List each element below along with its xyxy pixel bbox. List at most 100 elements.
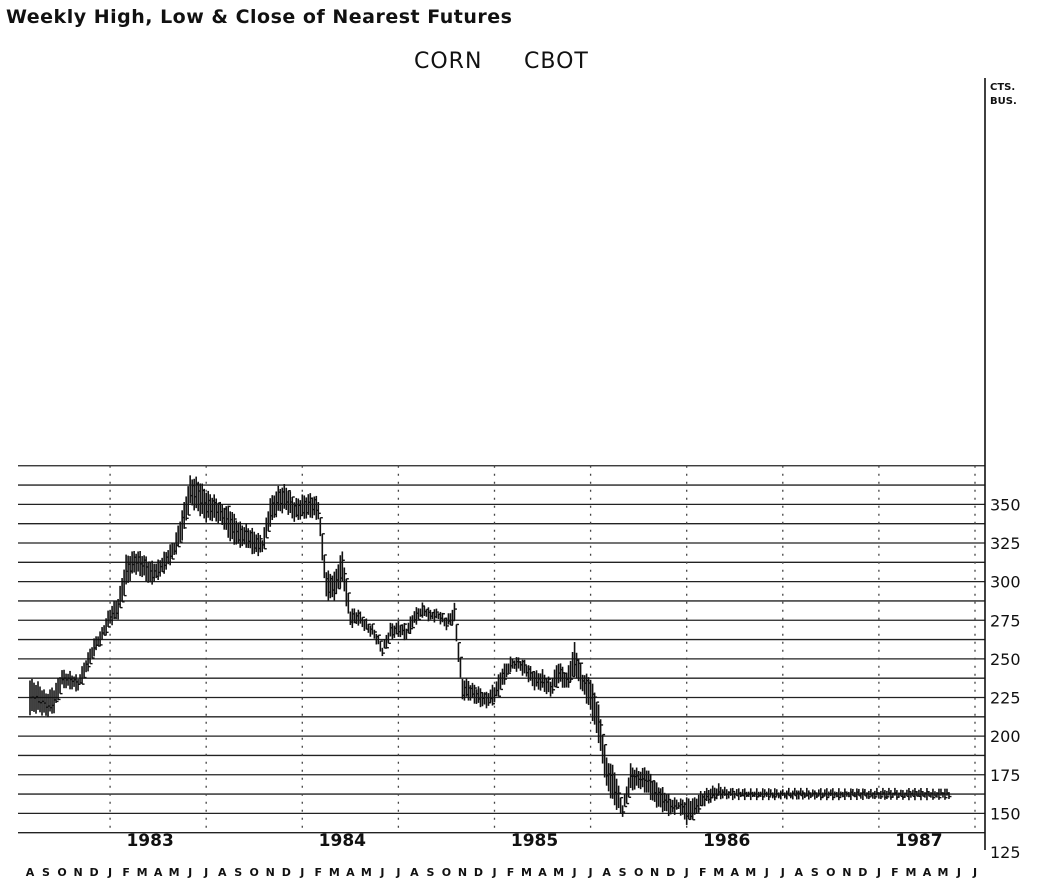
price-bar bbox=[507, 663, 512, 674]
month-label: J bbox=[588, 866, 593, 879]
price-bar bbox=[337, 564, 341, 590]
month-label: A bbox=[538, 866, 547, 879]
month-label: F bbox=[699, 866, 707, 879]
price-bar bbox=[603, 743, 608, 778]
month-label: O bbox=[57, 866, 66, 879]
price-bar bbox=[183, 501, 187, 529]
y-tick-label: 125 bbox=[990, 843, 1021, 862]
price-bar bbox=[459, 656, 463, 678]
month-label: M bbox=[905, 866, 916, 879]
month-label: J bbox=[684, 866, 689, 879]
price-bar bbox=[259, 534, 263, 553]
price-bar bbox=[379, 640, 383, 652]
price-bar bbox=[341, 551, 345, 582]
price-bar bbox=[874, 790, 878, 800]
month-label: A bbox=[154, 866, 163, 879]
month-label: J bbox=[780, 866, 785, 879]
price-bar bbox=[767, 788, 772, 801]
month-label: M bbox=[521, 866, 532, 879]
price-bar bbox=[291, 496, 295, 519]
price-bar bbox=[99, 631, 103, 647]
price-bar bbox=[503, 663, 508, 685]
y-tick-label: 350 bbox=[990, 495, 1021, 514]
gridlines bbox=[18, 465, 985, 834]
month-label: J bbox=[572, 866, 577, 879]
month-label: J bbox=[395, 866, 400, 879]
price-bar bbox=[89, 648, 93, 665]
price-bar bbox=[623, 793, 628, 808]
month-label: S bbox=[426, 866, 434, 879]
month-label: O bbox=[634, 866, 643, 879]
price-bar bbox=[691, 798, 696, 821]
month-label: M bbox=[553, 866, 564, 879]
month-label: D bbox=[858, 866, 867, 879]
price-bar bbox=[625, 786, 630, 805]
month-label: F bbox=[315, 866, 323, 879]
price-bar bbox=[491, 684, 495, 706]
price-bar bbox=[83, 662, 87, 679]
price-bar bbox=[381, 647, 385, 657]
month-label: J bbox=[203, 866, 208, 879]
price-bar bbox=[57, 677, 61, 701]
price-bar bbox=[697, 794, 702, 813]
price-bar bbox=[617, 785, 622, 809]
price-bar bbox=[361, 616, 365, 628]
price-bar bbox=[91, 647, 95, 659]
y-tick-label: 250 bbox=[990, 650, 1021, 669]
price-bar bbox=[441, 612, 445, 623]
month-label: D bbox=[282, 866, 291, 879]
price-bar bbox=[435, 608, 439, 619]
price-bar bbox=[651, 780, 656, 801]
month-label: J bbox=[956, 866, 961, 879]
month-label: F bbox=[507, 866, 515, 879]
price-bar bbox=[523, 659, 528, 674]
price-bar bbox=[832, 788, 836, 801]
month-label: J bbox=[876, 866, 881, 879]
price-bar bbox=[838, 788, 842, 801]
price-bar bbox=[868, 790, 872, 800]
price-bar bbox=[593, 692, 598, 725]
price-bar bbox=[479, 688, 483, 708]
price-bar bbox=[119, 585, 123, 609]
price-bar bbox=[531, 670, 536, 687]
price-bar bbox=[187, 486, 191, 516]
y-tick-label: 225 bbox=[990, 689, 1021, 708]
price-bar bbox=[499, 672, 503, 691]
price-bar bbox=[323, 554, 327, 579]
price-bar bbox=[487, 693, 491, 706]
chart-super-title: Weekly High, Low & Close of Nearest Futu… bbox=[6, 6, 513, 28]
price-bar bbox=[105, 618, 109, 635]
month-label: N bbox=[73, 866, 82, 879]
price-bar bbox=[619, 796, 624, 814]
price-bar bbox=[555, 665, 560, 689]
price-bars bbox=[29, 475, 952, 825]
price-bar bbox=[445, 617, 449, 631]
price-bar bbox=[377, 634, 381, 645]
y-tick-labels: 125 150 175 200 225 250 275 300 325 350 bbox=[990, 495, 1021, 862]
price-bar bbox=[551, 677, 556, 694]
month-label: A bbox=[26, 866, 35, 879]
price-bar bbox=[371, 623, 375, 635]
price-bar bbox=[233, 513, 237, 545]
price-bar bbox=[457, 641, 461, 662]
price-bar bbox=[826, 788, 830, 801]
year-label: 1984 bbox=[319, 831, 366, 851]
price-bar bbox=[451, 609, 455, 625]
year-label: 1983 bbox=[126, 831, 173, 851]
price-bar bbox=[147, 561, 151, 583]
month-label: F bbox=[122, 866, 130, 879]
price-bar bbox=[171, 542, 175, 560]
price-bar bbox=[773, 788, 778, 801]
month-label: J bbox=[299, 866, 304, 879]
month-label: J bbox=[972, 866, 977, 879]
price-bar bbox=[87, 652, 91, 672]
price-bar bbox=[287, 490, 291, 515]
price-bar bbox=[455, 623, 459, 642]
year-label: 1986 bbox=[703, 831, 750, 851]
month-label: O bbox=[250, 866, 259, 879]
price-bar bbox=[932, 788, 936, 800]
y-unit-label-bottom: BUS. bbox=[990, 96, 1017, 107]
price-bar bbox=[579, 662, 584, 690]
month-label: A bbox=[795, 866, 804, 879]
